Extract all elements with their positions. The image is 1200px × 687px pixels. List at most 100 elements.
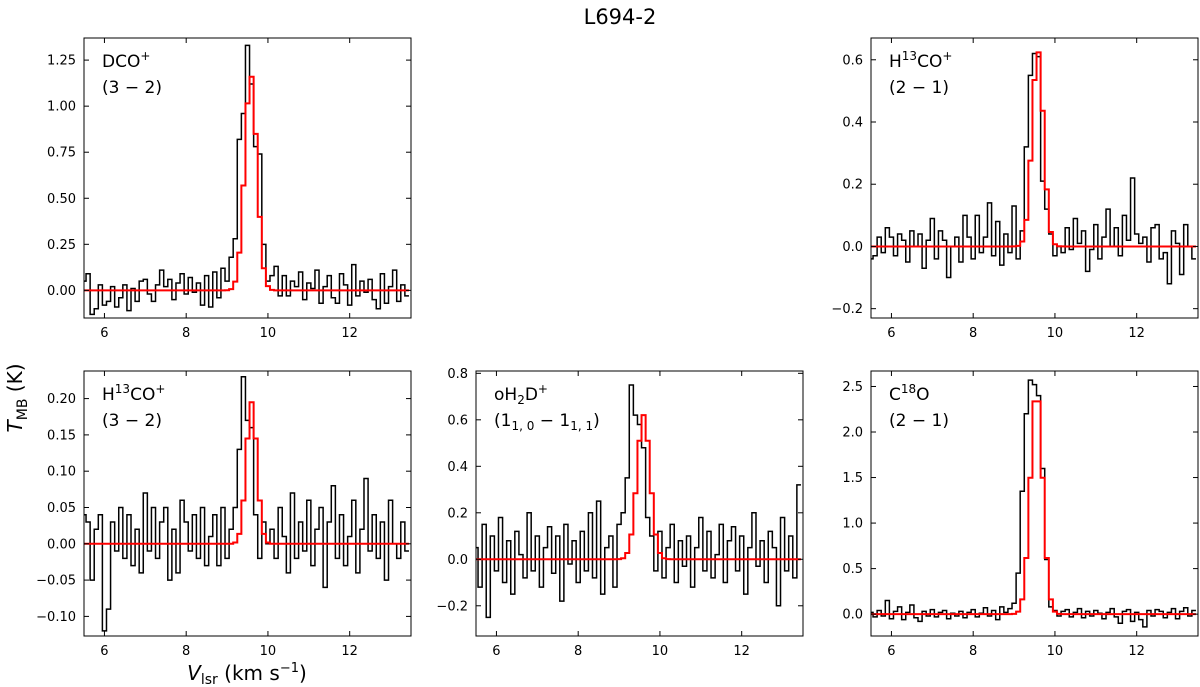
observed-spectrum-line [476,384,801,619]
label-base2: CO [917,52,942,72]
y-tick-label: 0.0 [842,608,863,623]
observed-spectrum-line [84,376,409,632]
y-tick-label: −0.2 [831,302,863,317]
x-tick-label: 12 [733,644,750,659]
x-tick-label: 10 [652,644,669,659]
y-tick-label: 0.0 [842,240,863,255]
observed-spectrum-line [871,52,1196,285]
y-tick-label: 0.2 [842,178,863,193]
label-base: H [102,385,115,405]
observed-spectrum-line [84,44,409,316]
panel-top-right: 6 8 10 12 −0.2 0.0 0.2 0.4 0.6 H13CO+ (2 − 1) [831,37,1199,341]
svg-text:TMB (K): TMB (K) [3,364,31,433]
panel-bottom-center: 6 8 10 12 −0.2 0.0 0.2 0.4 0.6 0.8 oH2D+ (11, 0 − 1… [436,367,804,659]
x-tick-label: 10 [260,644,277,659]
panel-bottom-right: 6 8 10 12 0.0 0.5 1.0 1.5 2.0 2.5 C18O (2 − 1) [842,370,1199,659]
y-tick-label: 0.20 [47,392,76,407]
y-tick-label: 1.5 [842,471,863,486]
panel-label-line2: (2 − 1) [889,411,949,431]
label-transition-sub1: 1, 0 [511,419,534,433]
label-transition: (2 − 1) [889,411,949,431]
y-axis-label-main: T [3,418,27,432]
panels: 6 8 10 120.000.250.500.751.001.25 DCO+(3 − 2… [36,37,1199,659]
fit-spectrum-line [871,400,1196,616]
y-tick-label: 1.00 [47,100,76,115]
label-base2: D [525,385,538,405]
figure-title: L694-2 [584,5,657,29]
y-axis-label-unit: (K) [3,364,27,399]
x-tick-label: 8 [574,644,582,659]
x-tick-label: 6 [887,326,895,341]
x-tick-label: 8 [182,644,190,659]
panel-top-left: 6 8 10 12 0.00 0.25 0.50 0.75 1.00 1.25 DCO+ (3 − 2… [47,37,412,341]
panel-label-line1: DCO+ [102,49,150,72]
y-tick-label: 0.00 [47,284,76,299]
label-transition: (3 − 2) [102,411,162,431]
y-axis-label: TMB (K) [3,364,31,433]
y-tick-label: 1.25 [47,54,76,69]
y-axis-label-sub: MB [15,399,31,421]
panel-frame [475,370,804,637]
label-charge: + [942,49,952,63]
label-charge: + [140,49,150,63]
y-tick-label: 0.5 [842,562,863,577]
panel-label-line2: (3 − 2) [102,78,162,98]
panel-label-line1: H13CO+ [889,49,952,72]
label-transition-sub2: 1, 1 [570,419,593,433]
x-axis-label-unit-sup: −1 [280,661,299,676]
y-tick-label: 0.50 [47,192,76,207]
x-tick-label: 6 [100,326,108,341]
panel-label-line2: (11, 0 − 11, 1) [494,411,600,433]
x-tick-label: 10 [1047,326,1064,341]
x-tick-label: 6 [492,644,500,659]
y-tick-label: 0.6 [842,53,863,68]
x-tick-label: 6 [100,644,108,659]
y-tick-label: −0.2 [436,599,468,614]
y-tick-label: 0.25 [47,238,76,253]
y-tick-label: 0.15 [47,428,76,443]
y-tick-label: 0.2 [447,506,468,521]
label-transition-end: ) [593,411,600,431]
fit-spectrum-line [476,414,801,561]
panel-label-line2: (3 − 2) [102,411,162,431]
y-tick-label: 1.0 [842,517,863,532]
panel-frame [870,370,1199,637]
y-tick-label: 0.4 [447,460,468,475]
y-tick-label: 0.00 [47,537,76,552]
y-tick-label: 0.0 [447,553,468,568]
y-tick-label: 0.10 [47,465,76,480]
x-tick-label: 6 [887,644,895,659]
x-axis-label-unit: (km s [218,661,280,685]
y-tick-label: 0.8 [447,367,468,382]
x-axis-label-main: V [187,661,202,685]
x-tick-label: 12 [1128,644,1145,659]
x-tick-label: 12 [341,644,358,659]
y-tick-label: 0.6 [447,413,468,428]
fit-spectrum-line [84,401,409,545]
label-isotope: 13 [115,382,130,396]
panel-frame [870,37,1199,319]
y-tick-label: 0.4 [842,116,863,131]
label-transition: (2 − 1) [889,78,949,98]
fit-spectrum-line [84,75,409,292]
x-tick-label: 12 [341,326,358,341]
label-charge: + [538,382,548,396]
label-transition-pre: (1 [494,411,511,431]
label-base: H [889,52,902,72]
x-axis-label-sub: lsr [201,672,218,687]
observed-spectrum-line [871,379,1196,628]
label-base: oH [494,385,517,405]
x-tick-label: 10 [1047,644,1064,659]
x-tick-label: 8 [969,644,977,659]
fit-spectrum-line [871,51,1196,248]
y-tick-label: 0.75 [47,146,76,161]
x-tick-label: 12 [1128,326,1145,341]
y-tick-label: −0.05 [36,574,76,589]
y-tick-label: −0.10 [36,610,76,625]
x-tick-label: 10 [260,326,277,341]
svg-text:Vlsr (km s−1): Vlsr (km s−1) [187,661,307,687]
y-tick-label: 0.05 [47,501,76,516]
x-axis-label: Vlsr (km s−1) [187,661,307,687]
label-transition: (3 − 2) [102,78,162,98]
panel-frame [83,370,412,637]
